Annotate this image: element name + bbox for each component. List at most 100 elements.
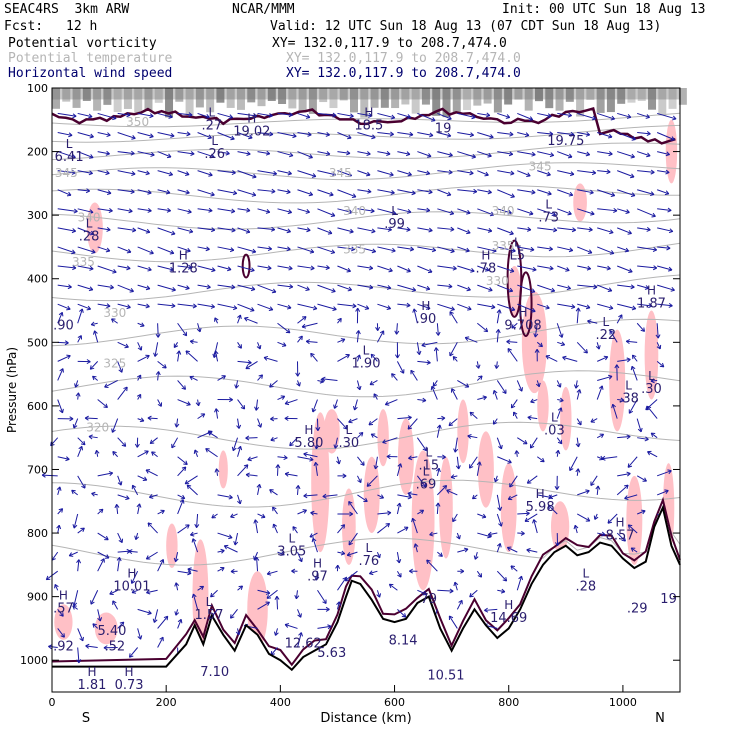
theta-label: 330 — [486, 274, 509, 288]
wind-vector-head — [648, 305, 653, 309]
wind-vector-head — [549, 154, 554, 158]
pv-extremum-value: 19.02 — [233, 125, 270, 140]
wind-vector — [77, 189, 90, 192]
wind-vector-head — [421, 484, 426, 488]
wind-vector-head — [368, 287, 374, 290]
wind-vector-head — [630, 156, 635, 159]
wind-vector — [97, 284, 114, 289]
stratosphere-streak — [421, 88, 430, 105]
wind-vector-head — [578, 442, 581, 448]
wind-vector — [397, 416, 412, 420]
wind-vector-head — [506, 547, 510, 551]
stratosphere-streak — [493, 88, 502, 113]
wind-vector-head — [533, 519, 537, 523]
wind-vector — [597, 265, 611, 270]
wind-vector — [474, 551, 478, 560]
wind-vector-head — [664, 193, 669, 196]
wind-vector — [297, 456, 314, 461]
wind-vector-head — [72, 267, 77, 271]
wind-vector-head — [193, 303, 197, 307]
wind-vector-head — [407, 174, 412, 177]
wind-vector — [576, 307, 579, 324]
wind-vector-head — [191, 538, 194, 543]
wind-vector — [197, 208, 213, 212]
wind-vector — [369, 570, 378, 575]
wind-vector-head — [621, 539, 626, 542]
wind-vector-head — [422, 448, 427, 452]
wind-vector-head — [587, 517, 591, 522]
wind-vector-head — [553, 227, 558, 231]
wind-vector-head — [79, 308, 83, 312]
pv-extremum-marker: H — [647, 283, 656, 297]
wind-vector-head — [488, 228, 493, 232]
wind-vector-head — [437, 331, 441, 336]
wind-vector — [437, 551, 443, 557]
wind-vector-head — [530, 249, 535, 252]
wind-vector-head — [147, 522, 153, 525]
wind-vector — [197, 246, 210, 250]
wind-vector — [97, 132, 111, 136]
wind-vector — [157, 284, 176, 291]
wind-vector — [297, 208, 310, 213]
wind-vector-head — [178, 350, 182, 355]
wind-vector — [284, 399, 298, 405]
wind-vector — [557, 189, 573, 196]
wind-vector — [257, 284, 277, 293]
theta-contour — [51, 142, 681, 161]
wind-vector — [197, 112, 210, 118]
wind-vector-head — [650, 380, 655, 384]
wind-vector — [377, 523, 390, 534]
wind-vector-head — [92, 376, 95, 381]
wind-vector — [421, 341, 438, 346]
wind-vector-head — [73, 211, 78, 214]
wind-vector-head — [588, 229, 593, 232]
wind-vector-head — [208, 174, 213, 177]
wind-vector — [77, 446, 83, 457]
wind-vector — [237, 360, 252, 364]
wind-vector-head — [671, 287, 675, 291]
wind-vector-head — [186, 250, 191, 253]
wind-vector — [48, 645, 58, 648]
wind-vector — [477, 396, 487, 401]
wind-vector-head — [459, 535, 461, 540]
wind-vector-head — [307, 131, 312, 136]
wind-vector-head — [376, 594, 380, 598]
wind-vector-head — [626, 209, 630, 213]
wind-vector-head — [330, 191, 334, 196]
wind-vector-head — [187, 572, 192, 576]
wind-vector-head — [106, 229, 111, 232]
wind-vector-head — [150, 133, 154, 137]
pv-extremum-value: .22 — [595, 328, 616, 343]
pv-extremum-marker: L — [211, 134, 218, 148]
wind-vector — [628, 399, 638, 414]
wind-vector-head — [528, 119, 533, 121]
wind-vector — [527, 416, 538, 420]
wind-vector — [517, 189, 536, 194]
wind-vector-head — [275, 632, 279, 636]
wind-vector — [457, 284, 471, 291]
wind-vector-head — [347, 354, 350, 359]
wind-vector-head — [650, 191, 655, 195]
pv-extremum-marker: L — [648, 369, 655, 383]
wind-vector-head — [303, 493, 308, 497]
wind-vector — [357, 284, 373, 289]
wind-vector-head — [450, 309, 455, 312]
wind-vector-head — [351, 196, 356, 199]
wind-vector-head — [505, 577, 508, 582]
wind-vector — [417, 246, 436, 251]
wind-vector — [97, 609, 101, 622]
wind-vector-head — [120, 481, 123, 486]
wind-vector-head — [272, 173, 277, 176]
wind-vector-head — [450, 229, 455, 232]
wind-vector — [257, 513, 266, 518]
wind-vector — [317, 112, 337, 116]
wind-vector — [117, 361, 123, 373]
wind-vector-head — [202, 413, 206, 418]
wind-vector — [137, 342, 142, 351]
wind-vector — [237, 628, 240, 635]
wind-vector — [476, 361, 480, 369]
wind-vector-head — [547, 113, 552, 117]
wind-vector — [597, 227, 614, 234]
terrain-fill — [52, 507, 680, 692]
wind-vector — [617, 265, 633, 273]
